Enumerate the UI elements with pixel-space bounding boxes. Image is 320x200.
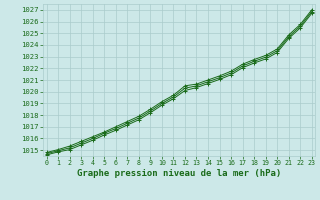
- X-axis label: Graphe pression niveau de la mer (hPa): Graphe pression niveau de la mer (hPa): [77, 169, 281, 178]
